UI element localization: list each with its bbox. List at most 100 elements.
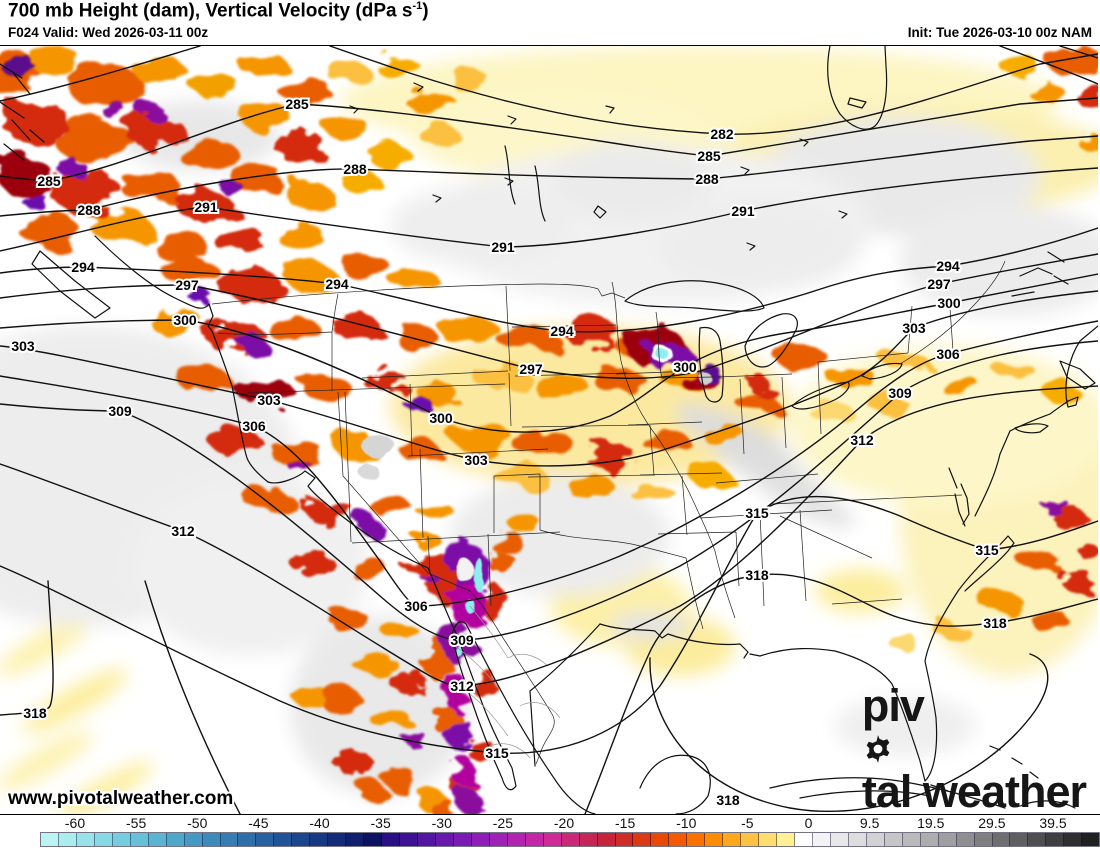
site-url-watermark: www.pivotalweather.com (8, 788, 234, 809)
colorbar-cell (830, 833, 849, 846)
weather-map-svg: 282 285 285 285 288 288 288 291 291 291 294 294 294 2… (0, 46, 1098, 814)
colorbar-tick: -10 (676, 815, 697, 831)
colorbar-cell (489, 833, 508, 846)
colorbar-cell (597, 833, 616, 846)
map-area: 282 285 285 285 288 288 288 291 291 291 294 294 294 2… (0, 45, 1100, 815)
contour-label: 291 (491, 239, 515, 255)
colorbar-cell (507, 833, 526, 846)
colorbar-cell (812, 833, 831, 846)
colorbar-tick: -25 (492, 815, 513, 831)
colorbar-cell (651, 833, 670, 846)
contour-label: 291 (731, 203, 755, 219)
contour-label: 294 (936, 258, 960, 274)
colorbar-cell (741, 833, 760, 846)
colorbar-cell (1046, 833, 1065, 846)
contour-label: 297 (175, 277, 199, 293)
contour-label: 303 (902, 320, 926, 336)
colorbar-cell (759, 833, 778, 846)
colorbar-cell (364, 833, 383, 846)
contour-label: 309 (108, 403, 132, 419)
colorbar-cell (543, 833, 562, 846)
colorbar-cell (166, 833, 185, 846)
contour-label: 297 (519, 361, 543, 377)
contour-label: 300 (429, 410, 453, 426)
colorbar-cell (202, 833, 221, 846)
contour-label: 315 (975, 542, 999, 558)
colorbar-cell (418, 833, 436, 846)
contour-label: 300 (673, 359, 697, 375)
height-contours (0, 46, 1098, 814)
contour-label: 282 (710, 126, 734, 142)
contour-label: 315 (745, 505, 769, 521)
colorbar-cell (1028, 833, 1047, 846)
colorbar-tick: -20 (553, 815, 575, 831)
colorbar-tick: -15 (615, 815, 636, 831)
colorbar-cell (795, 833, 813, 846)
colorbar-cell (130, 833, 149, 846)
gear-icon (866, 735, 890, 763)
colorbar-tick: 19.5 (917, 815, 945, 831)
colorbar-cell (274, 833, 293, 846)
colorbar-tick: -60 (64, 815, 86, 831)
coastlines (0, 46, 1098, 814)
colorbar-cell (58, 833, 77, 846)
colorbar-tick: -45 (248, 815, 269, 831)
contour-label: 285 (37, 173, 61, 189)
contour-label: 300 (173, 312, 197, 328)
colorbar-tick: -40 (309, 815, 330, 831)
contour-label: 306 (404, 598, 428, 614)
colorbar-cell (777, 833, 796, 846)
contour-label: 312 (850, 432, 874, 448)
colorbar-cell (956, 833, 975, 846)
colorbar-cell (1064, 833, 1083, 846)
contour-label: 294 (325, 276, 349, 292)
colorbar-cell (633, 833, 652, 846)
colorbar-cell (866, 833, 885, 846)
state-borders (211, 260, 1006, 765)
colorbar-cell (525, 833, 544, 846)
colorbar-cell (705, 833, 724, 846)
colorbar-tick: -50 (187, 815, 208, 831)
contour-label: 309 (450, 632, 474, 648)
contour-label-layer: 282 285 285 285 288 288 288 291 291 291 294 294 294 2… (9, 94, 1009, 810)
contour-label: 318 (23, 705, 47, 721)
colorbar-cell (1010, 833, 1029, 846)
colorbar-legend: -60 -55 -50 -45 -40 -35 -30 -25 -20 -15 -10 -5 0 9.5 1… (0, 815, 1100, 850)
valid-time: F024 Valid: Wed 2026-03-11 00z (8, 25, 209, 40)
colorbar-cell (400, 833, 419, 846)
colorbar-tick: -30 (431, 815, 452, 831)
colorbar-tick: 29.5 (978, 815, 1006, 831)
colorbar-tick: -35 (370, 815, 391, 831)
contour-label: 288 (695, 171, 719, 187)
colorbar-cell (992, 833, 1011, 846)
colorbar-cell (328, 833, 347, 846)
colorbar-cell (669, 833, 688, 846)
colorbar-tick: 9.5 (859, 815, 880, 831)
contour-label: 315 (485, 745, 509, 761)
colorbar-cell (884, 833, 903, 846)
colorbar-cell (346, 833, 365, 846)
colorbar-cell (256, 833, 275, 846)
colorbar-tick: -55 (126, 815, 147, 831)
mexico-state-borders (454, 605, 561, 759)
colorbar-cell (310, 833, 329, 846)
contour-label: 285 (697, 148, 721, 164)
contour-label: 309 (888, 385, 912, 401)
contour-label: 318 (745, 567, 769, 583)
colorbar-cell (848, 833, 867, 846)
colorbar-cell (148, 833, 167, 846)
colorbar-cell (238, 833, 257, 846)
colorbar-cell (615, 833, 634, 846)
colorbar-cell (687, 833, 706, 846)
contour-label: 294 (550, 323, 574, 339)
contour-label: 303 (464, 452, 488, 468)
colorbar-cell (76, 833, 95, 846)
contour-label: 285 (285, 96, 309, 112)
colorbar-cell (723, 833, 742, 846)
colorbar-cell (974, 833, 993, 846)
contour-label: 306 (242, 418, 266, 434)
contour-label: 288 (77, 202, 101, 218)
contour-label: 300 (937, 295, 961, 311)
contour-label: 318 (716, 792, 740, 808)
colorbar-cell (561, 833, 580, 846)
